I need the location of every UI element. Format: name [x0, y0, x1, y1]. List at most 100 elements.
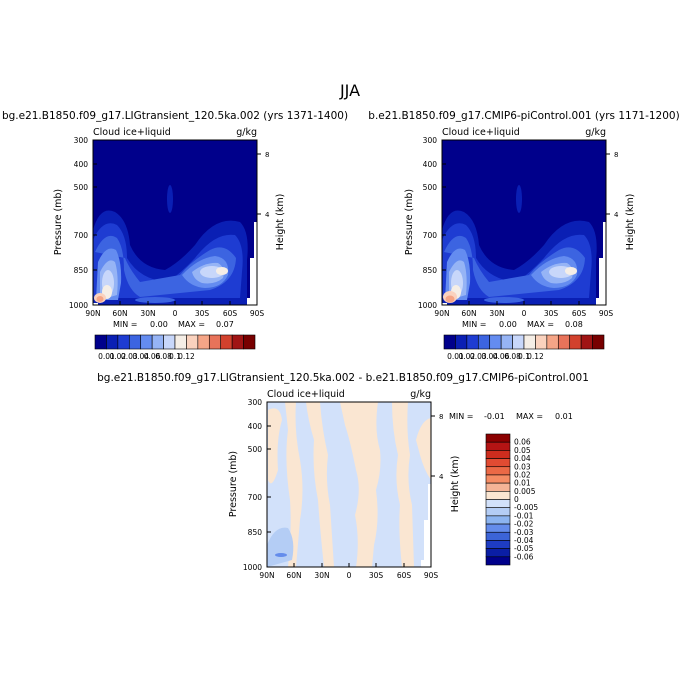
colorbar-swatch: [128, 334, 142, 350]
diff-positive-band: [306, 402, 334, 567]
y-axis-label: Pressure (mb): [53, 189, 64, 255]
x-tick-label: 90S: [424, 571, 439, 580]
field-low-band: [484, 297, 524, 303]
diff-positive-band: [340, 402, 381, 567]
colorbar-label: 0.01: [98, 352, 115, 361]
panel-difference: bg.e21.B1850.f09_g17.LIGtransient_120.5k…: [97, 372, 589, 580]
diff-positive-band: [285, 402, 303, 567]
y-tick-label: 700: [74, 231, 89, 240]
colorbar-swatch: [485, 458, 511, 468]
height-tick-label: 8: [265, 151, 269, 159]
colorbar-swatch: [466, 334, 479, 350]
axes-ticks: [92, 139, 261, 306]
axes-ticks: [266, 401, 435, 568]
axes-ticks: [441, 139, 610, 306]
height-tick-label: 4: [614, 211, 619, 219]
stats-max-value: 0.01: [555, 412, 573, 421]
colorbar-swatch: [140, 334, 153, 350]
x-tick-label: 30N: [489, 309, 504, 318]
y-tick-label: 700: [248, 493, 263, 502]
y-tick-label: 850: [248, 528, 263, 537]
y-tick-label: 850: [423, 266, 438, 275]
y-tick-label: 300: [423, 136, 438, 145]
x-tick-label: 30N: [314, 571, 329, 580]
y-axis-label: Pressure (mb): [228, 451, 239, 517]
colorbar-swatch: [151, 334, 164, 350]
x-tick-label: 90S: [250, 309, 265, 318]
y-tick-label: 300: [74, 136, 89, 145]
colorbar-swatch: [220, 334, 233, 350]
figure-title: JJA: [339, 81, 360, 100]
x-tick-label: 30S: [195, 309, 210, 318]
y-tick-label: 400: [248, 422, 263, 431]
colorbar-label: 0: [514, 495, 519, 504]
stats-max-value: 0.08: [565, 320, 583, 329]
x-tick-label: 90N: [259, 571, 274, 580]
colorbar-swatch: [477, 334, 491, 350]
colorbar-swatch: [485, 482, 511, 492]
colorbar: 0.060.050.040.030.020.010.0050-0.005-0.0…: [485, 433, 538, 566]
colorbar-label: 0.02: [110, 352, 127, 361]
colorbar-label: 0.04: [132, 352, 149, 361]
colorbar-swatch: [535, 334, 548, 350]
x-tick-label: 60N: [461, 309, 476, 318]
colorbar-swatch: [243, 334, 256, 350]
x-tick-label: 90N: [85, 309, 100, 318]
y-tick-label: 500: [74, 183, 89, 192]
y-tick-label: 1000: [243, 563, 262, 572]
colorbar-label: 0.06: [144, 352, 161, 361]
x-tick-label: 0: [522, 309, 527, 318]
colorbar-swatch: [485, 491, 511, 500]
field-plot: [93, 140, 257, 305]
x-tick-label: 0: [173, 309, 178, 318]
colorbar-label: 0.005: [514, 487, 536, 496]
panel-title: bg.e21.B1850.f09_g17.LIGtransient_120.5k…: [2, 110, 348, 122]
stats-line: MIN = -0.01 MAX = 0.01: [449, 412, 573, 421]
colorbar-swatch: [174, 334, 187, 350]
colorbar-swatch: [485, 466, 511, 476]
stats-line: MIN = 0.00 MAX = 0.08: [462, 320, 583, 329]
colorbar-label: 0.01: [447, 352, 464, 361]
colorbar-label: 0.05: [514, 446, 531, 455]
colorbar-label: 0.08: [504, 352, 521, 361]
colorbar: 0.010.020.030.040.060.080.10.12: [443, 334, 605, 361]
colorbar-swatch: [94, 334, 107, 350]
colorbar-label: -0.01: [514, 511, 534, 520]
stats-max-label: MAX =: [516, 412, 543, 421]
colorbar-swatch: [485, 441, 511, 451]
colorbar-label: 0.08: [155, 352, 172, 361]
colorbar-label: -0.04: [514, 536, 534, 545]
field-small-patch: [516, 185, 522, 213]
topography-mask: [596, 222, 606, 305]
colorbar-swatch: [455, 334, 468, 350]
colorbar: 0.010.020.030.040.060.080.10.12: [94, 334, 256, 361]
height-tick-label: 4: [439, 473, 444, 481]
colorbar-swatch: [512, 334, 525, 350]
colorbar-swatch: [485, 540, 511, 549]
diff-positive-band: [416, 418, 431, 480]
y-axis-label: Pressure (mb): [404, 189, 415, 255]
x-tick-label: 30N: [140, 309, 155, 318]
colorbar-label: 0.03: [470, 352, 487, 361]
colorbar-swatch: [117, 334, 130, 350]
colorbar-label: 0.03: [121, 352, 138, 361]
colorbar-label: 0.04: [514, 454, 531, 463]
colorbar-label: 0.03: [514, 462, 531, 471]
colorbar-label: -0.005: [514, 503, 538, 512]
colorbar-label: 0.01: [514, 479, 531, 488]
stats-max-label: MAX =: [178, 320, 205, 329]
colorbar-swatch: [569, 334, 582, 350]
height-tick-label: 8: [614, 151, 618, 159]
colorbar-label: 0.06: [514, 438, 531, 447]
colorbar-swatch: [592, 334, 605, 350]
colorbar-swatch: [580, 334, 593, 350]
y-axis-label-right: Height (km): [275, 194, 286, 251]
colorbar-swatch: [485, 531, 511, 541]
y-axis-label-right: Height (km): [450, 456, 461, 513]
colorbar-label: 0.02: [459, 352, 476, 361]
colorbar-swatch: [106, 334, 119, 350]
panel-lig-transient: bg.e21.B1850.f09_g17.LIGtransient_120.5k…: [2, 110, 348, 361]
colorbar-swatch: [485, 556, 511, 566]
x-tick-label: 60N: [112, 309, 127, 318]
colorbar-label: -0.02: [514, 520, 534, 529]
